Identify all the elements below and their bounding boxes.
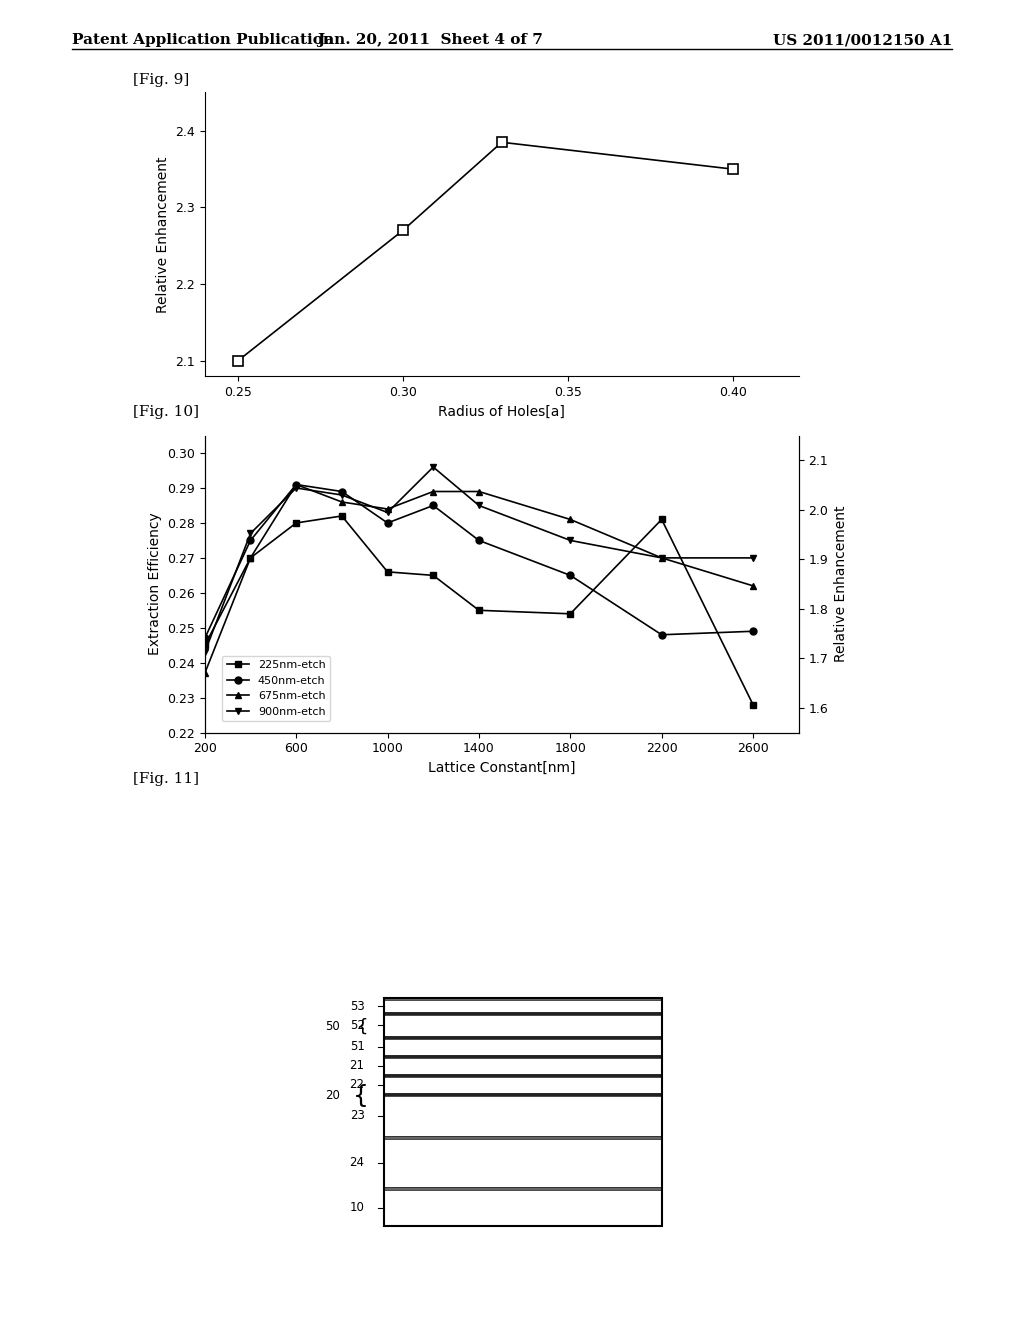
225nm-etch	[336, 508, 348, 524]
675nm-etch	[290, 477, 302, 492]
900nm-etch	[290, 480, 302, 496]
Bar	[384, 998, 662, 1001]
Bar	[384, 1074, 662, 1077]
Text: 23: 23	[349, 1110, 365, 1122]
450nm-etch	[245, 532, 257, 548]
Bar	[384, 1188, 662, 1189]
Bar	[384, 1096, 662, 1137]
675nm-etch	[655, 550, 668, 566]
450nm-etch	[564, 568, 577, 583]
Bar	[384, 1137, 662, 1139]
Line: 900nm-etch: 900nm-etch	[202, 463, 757, 656]
Text: 21: 21	[349, 1060, 365, 1072]
675nm-etch	[245, 550, 257, 566]
450nm-etch	[336, 483, 348, 499]
Text: {: {	[353, 1084, 369, 1107]
Text: 10: 10	[349, 1201, 365, 1214]
Text: [Fig. 10]: [Fig. 10]	[133, 405, 199, 420]
450nm-etch	[199, 631, 211, 647]
Text: [Fig. 11]: [Fig. 11]	[133, 772, 199, 787]
X-axis label: Radius of Holes[a]: Radius of Holes[a]	[438, 404, 565, 418]
450nm-etch	[473, 532, 485, 548]
225nm-etch	[746, 697, 759, 713]
225nm-etch	[564, 606, 577, 622]
450nm-etch	[381, 515, 393, 531]
Bar	[384, 1057, 662, 1074]
900nm-etch	[655, 550, 668, 566]
225nm-etch	[473, 602, 485, 618]
Text: 51: 51	[349, 1040, 365, 1053]
Text: 24: 24	[349, 1156, 365, 1170]
Bar	[384, 1139, 662, 1188]
Line: 675nm-etch: 675nm-etch	[202, 480, 757, 677]
225nm-etch	[199, 638, 211, 653]
450nm-etch	[655, 627, 668, 643]
Text: Patent Application Publication: Patent Application Publication	[72, 33, 334, 48]
Text: 53: 53	[350, 999, 365, 1012]
225nm-etch	[655, 512, 668, 528]
Text: 50: 50	[325, 1020, 340, 1034]
Bar	[384, 1039, 662, 1055]
900nm-etch	[199, 644, 211, 660]
225nm-etch	[427, 568, 439, 583]
Text: [Fig. 9]: [Fig. 9]	[133, 73, 189, 87]
Text: Jan. 20, 2011  Sheet 4 of 7: Jan. 20, 2011 Sheet 4 of 7	[317, 33, 543, 48]
900nm-etch	[473, 498, 485, 513]
Y-axis label: Relative Enhancement: Relative Enhancement	[156, 156, 170, 313]
675nm-etch	[427, 483, 439, 499]
Text: 20: 20	[325, 1089, 340, 1102]
Bar	[384, 1036, 662, 1039]
675nm-etch	[381, 502, 393, 517]
900nm-etch	[427, 459, 439, 475]
225nm-etch	[290, 515, 302, 531]
900nm-etch	[381, 504, 393, 520]
Bar	[384, 1015, 662, 1036]
Text: US 2011/0012150 A1: US 2011/0012150 A1	[773, 33, 952, 48]
Legend: 225nm-etch, 450nm-etch, 675nm-etch, 900nm-etch: 225nm-etch, 450nm-etch, 675nm-etch, 900n…	[222, 656, 330, 721]
Line: 450nm-etch: 450nm-etch	[202, 480, 757, 642]
Text: 22: 22	[349, 1078, 365, 1092]
Text: {: {	[357, 1018, 369, 1035]
450nm-etch	[427, 498, 439, 513]
Text: 52: 52	[349, 1019, 365, 1032]
X-axis label: Lattice Constant[nm]: Lattice Constant[nm]	[428, 760, 575, 775]
Bar	[384, 1093, 662, 1096]
900nm-etch	[245, 525, 257, 541]
675nm-etch	[564, 512, 577, 528]
675nm-etch	[473, 483, 485, 499]
Bar	[384, 1055, 662, 1057]
900nm-etch	[336, 487, 348, 503]
675nm-etch	[746, 578, 759, 594]
Bar	[384, 1001, 662, 1012]
Y-axis label: Relative Enhancement: Relative Enhancement	[834, 506, 848, 663]
Bar	[384, 998, 662, 1226]
225nm-etch	[245, 550, 257, 566]
Bar	[384, 1077, 662, 1093]
450nm-etch	[290, 477, 302, 492]
675nm-etch	[336, 494, 348, 510]
225nm-etch	[381, 564, 393, 579]
Bar	[384, 1189, 662, 1226]
Y-axis label: Extraction Efficiency: Extraction Efficiency	[147, 512, 162, 656]
Bar	[384, 1012, 662, 1015]
675nm-etch	[199, 665, 211, 681]
900nm-etch	[746, 550, 759, 566]
900nm-etch	[564, 532, 577, 548]
450nm-etch	[746, 623, 759, 639]
Line: 225nm-etch: 225nm-etch	[202, 512, 757, 708]
